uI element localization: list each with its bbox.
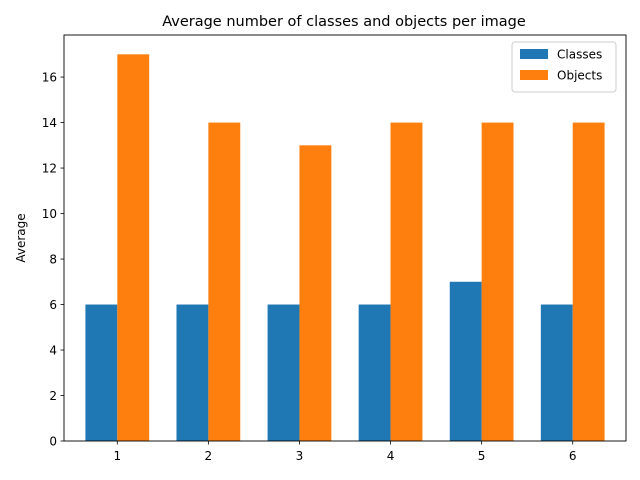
y-tick-label: 10 — [42, 207, 57, 221]
x-tick-label: 2 — [205, 449, 213, 463]
plot-frame — [63, 34, 627, 442]
y-tick-label: 16 — [42, 70, 57, 84]
x-tick-label: 3 — [296, 449, 304, 463]
y-tick-label: 0 — [49, 434, 57, 448]
bar-objects-1 — [117, 54, 150, 441]
bar-classes-1 — [85, 304, 118, 441]
bar-objects-3 — [299, 145, 332, 441]
bars — [85, 54, 605, 441]
y-tick-label: 14 — [42, 116, 57, 130]
legend-swatch-classes — [520, 49, 548, 59]
bar-objects-6 — [572, 122, 605, 441]
y-tick-label: 12 — [42, 161, 57, 175]
bar-classes-6 — [540, 304, 573, 441]
y-axis-label: Average — [14, 213, 28, 262]
bar-classes-3 — [267, 304, 300, 441]
legend-label-objects: Objects — [557, 69, 602, 83]
y-axis: 0 2 4 6 8 10 12 14 16 — [42, 70, 64, 448]
x-tick-label: 5 — [478, 449, 486, 463]
y-tick-label: 4 — [49, 343, 57, 357]
bar-classes-2 — [176, 304, 209, 441]
bar-objects-2 — [208, 122, 241, 441]
bar-classes-4 — [358, 304, 391, 441]
bar-classes-5 — [449, 281, 482, 441]
y-tick-label: 8 — [49, 252, 57, 266]
legend-swatch-objects — [520, 70, 548, 80]
x-tick-label: 6 — [569, 449, 577, 463]
bar-objects-4 — [390, 122, 423, 441]
y-tick-label: 2 — [49, 389, 57, 403]
legend-label-classes: Classes — [557, 48, 602, 62]
x-axis: 1 2 3 4 5 6 — [113, 441, 577, 463]
x-tick-label: 1 — [113, 449, 121, 463]
y-tick-label: 6 — [49, 298, 57, 312]
legend: Classes Objects — [511, 41, 617, 93]
chart-title: Average number of classes and objects pe… — [162, 14, 526, 30]
bar-objects-5 — [481, 122, 514, 441]
x-tick-label: 4 — [387, 449, 395, 463]
